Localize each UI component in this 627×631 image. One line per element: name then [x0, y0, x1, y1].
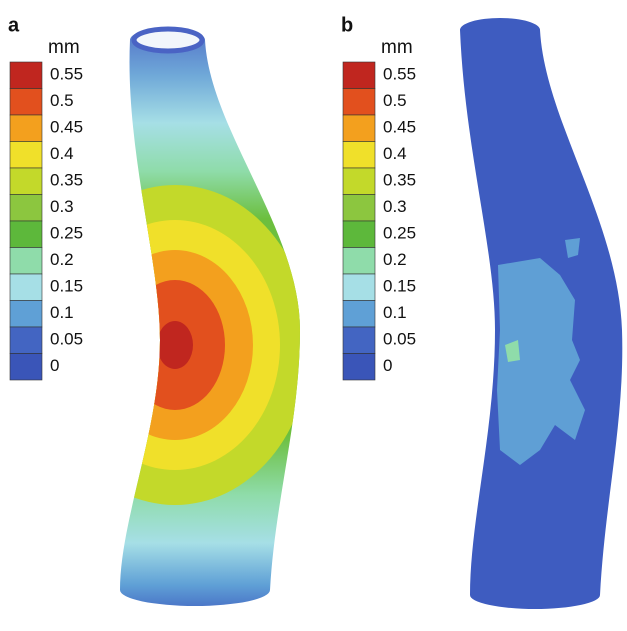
legend-level: 0.45 — [383, 118, 416, 137]
legend-swatch — [9, 273, 43, 301]
legend-level: 0 — [50, 356, 59, 375]
legend-level: 0.4 — [50, 144, 74, 163]
legend-swatch — [342, 247, 376, 275]
legend-swatch — [342, 353, 376, 381]
legend-level: 0.4 — [383, 144, 407, 163]
legend-swatch — [342, 141, 376, 169]
legend-level: 0.1 — [50, 303, 74, 322]
legend-level: 0 — [383, 356, 392, 375]
legend-level: 0.45 — [50, 118, 83, 137]
legend-swatch — [342, 194, 376, 222]
legend-swatch — [342, 114, 376, 142]
legend-level: 0.15 — [50, 277, 83, 296]
legend-swatch — [342, 300, 376, 328]
legend-swatch — [9, 88, 43, 116]
legend-level: 0.35 — [50, 171, 83, 190]
legend-level: 0.3 — [383, 197, 407, 216]
legend-level: 0.25 — [383, 224, 416, 243]
legend-swatch — [342, 88, 376, 116]
legend-swatch — [342, 167, 376, 195]
legend-swatch — [9, 300, 43, 328]
legend-swatch — [9, 61, 43, 89]
legend-level: 0.55 — [383, 65, 416, 84]
legend-swatch — [9, 167, 43, 195]
unit-label: mm — [381, 37, 413, 58]
legend-level: 0.15 — [383, 277, 416, 296]
legend-swatch — [9, 326, 43, 354]
legend-swatch — [342, 326, 376, 354]
legend-swatch — [9, 114, 43, 142]
tube-b — [460, 18, 623, 609]
tube-a — [120, 26, 300, 607]
legend-swatch — [342, 61, 376, 89]
legend-level: 0.55 — [50, 65, 83, 84]
legend-level: 0.05 — [50, 330, 83, 349]
unit-label: mm — [48, 37, 80, 58]
legend-swatch — [9, 194, 43, 222]
legend-swatch — [9, 141, 43, 169]
legend-swatch — [9, 353, 43, 381]
legend-level: 0.5 — [383, 91, 407, 110]
legend-level: 0.1 — [383, 303, 407, 322]
legend-level: 0.25 — [50, 224, 83, 243]
legend-level: 0.5 — [50, 91, 74, 110]
legend-swatch — [9, 247, 43, 275]
legend-swatch — [342, 220, 376, 248]
legend-level: 0.35 — [383, 171, 416, 190]
legend-level: 0.3 — [50, 197, 74, 216]
legend-level: 0.2 — [50, 250, 74, 269]
legend-swatch — [342, 273, 376, 301]
legend-swatch — [9, 220, 43, 248]
panel-label: b — [341, 14, 353, 36]
panel-label: a — [8, 14, 20, 36]
legend-level: 0.2 — [383, 250, 407, 269]
legend-level: 0.05 — [383, 330, 416, 349]
